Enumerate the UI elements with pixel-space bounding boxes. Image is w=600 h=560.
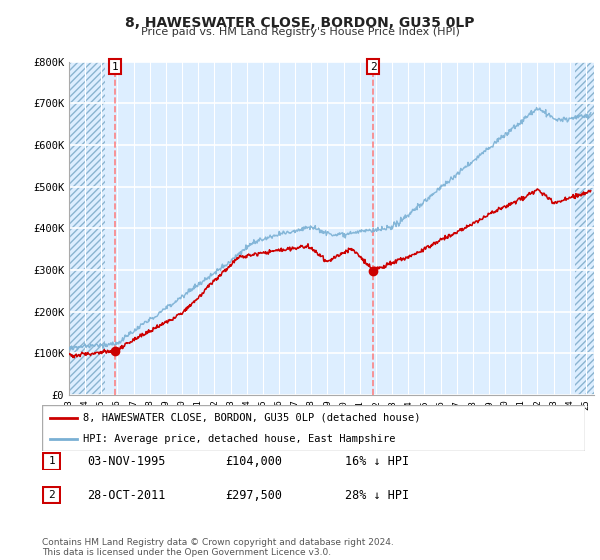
Text: 2: 2 [48, 490, 55, 500]
FancyBboxPatch shape [42, 405, 585, 451]
Text: 8, HAWESWATER CLOSE, BORDON, GU35 0LP (detached house): 8, HAWESWATER CLOSE, BORDON, GU35 0LP (d… [83, 413, 420, 423]
FancyBboxPatch shape [43, 487, 60, 503]
Text: 28% ↓ HPI: 28% ↓ HPI [345, 488, 409, 502]
Bar [575, 62, 596, 395]
Text: 1: 1 [112, 62, 118, 72]
Text: 28-OCT-2011: 28-OCT-2011 [87, 488, 166, 502]
Text: 03-NOV-1995: 03-NOV-1995 [87, 455, 166, 468]
Text: 16% ↓ HPI: 16% ↓ HPI [345, 455, 409, 468]
Text: 2: 2 [370, 62, 377, 72]
Text: Price paid vs. HM Land Registry's House Price Index (HPI): Price paid vs. HM Land Registry's House … [140, 27, 460, 37]
Bar [69, 62, 104, 395]
FancyBboxPatch shape [43, 454, 60, 469]
Text: 8, HAWESWATER CLOSE, BORDON, GU35 0LP: 8, HAWESWATER CLOSE, BORDON, GU35 0LP [125, 16, 475, 30]
Text: £104,000: £104,000 [225, 455, 282, 468]
Text: £297,500: £297,500 [225, 488, 282, 502]
Text: 1: 1 [48, 456, 55, 466]
Text: Contains HM Land Registry data © Crown copyright and database right 2024.
This d: Contains HM Land Registry data © Crown c… [42, 538, 394, 557]
Text: HPI: Average price, detached house, East Hampshire: HPI: Average price, detached house, East… [83, 434, 395, 444]
